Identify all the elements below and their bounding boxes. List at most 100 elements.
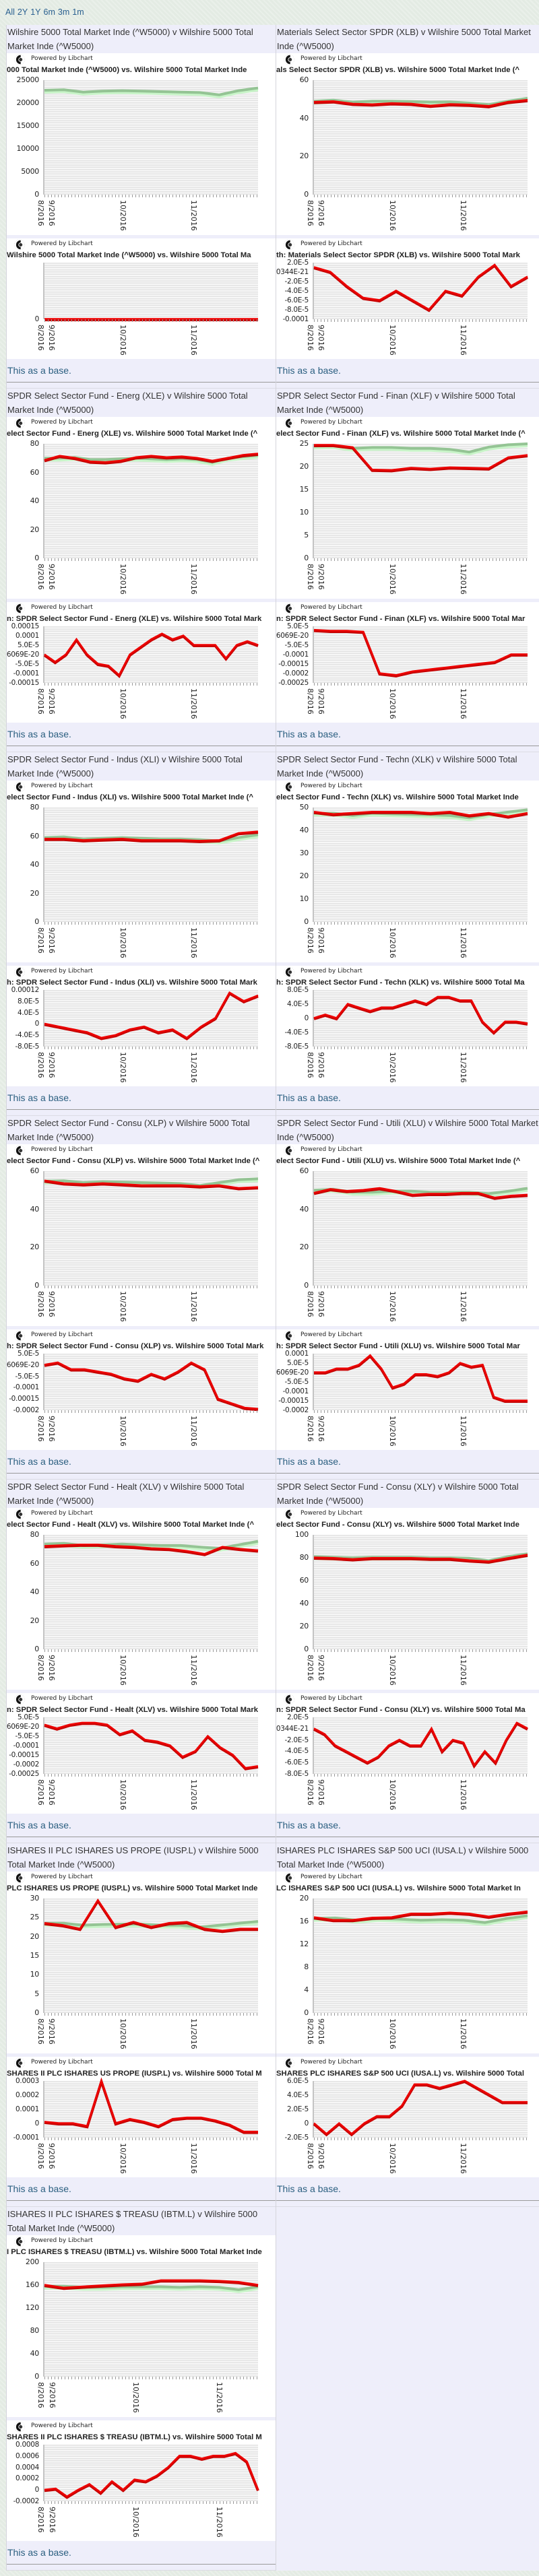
x-tick-label: 8/2016 <box>306 1655 315 1681</box>
series-layer <box>313 2080 528 2137</box>
x-tick-label: 11/2016 <box>189 325 199 356</box>
base-link[interactable]: This as a base. <box>7 2547 71 2558</box>
x-tick-label: 8/2016 <box>306 1779 315 1806</box>
range-link-2y[interactable]: 2Y <box>17 7 28 17</box>
libchart-text: Libchart <box>338 240 362 247</box>
base-link[interactable]: This as a base. <box>277 1820 341 1830</box>
series-layer <box>44 991 259 1041</box>
base-link[interactable]: This as a base. <box>277 729 341 739</box>
y-tick-label: -0.00015 <box>9 679 39 687</box>
x-tick-label: 9/2016 <box>317 927 326 954</box>
plot-area: 6.0E-5 4.0E-5 2.0E-5 0 -2.0E-5 8/2016 9/2016 10… <box>285 2077 528 2174</box>
y-tick-label: 2.0E-5 <box>286 2105 309 2113</box>
powered-by-text: Powered by <box>31 240 67 247</box>
y-tick-label: -0.00015 <box>9 1751 39 1759</box>
price-chart: Powered by Libchart elect Sector Fund - U… <box>276 1144 539 1326</box>
chart-title: I PLC ISHARES $ TREASU (IBTM.L) vs. Wils… <box>7 2248 262 2256</box>
base-link[interactable]: This as a base. <box>7 1820 71 1830</box>
libchart-logo-icon <box>13 966 26 978</box>
comparison-header: Materials Select Sector SPDR (XLB) v Wil… <box>277 27 531 51</box>
range-link-3m[interactable]: 3m <box>57 7 70 17</box>
y-tick-label: -4.0E-5 <box>284 287 309 295</box>
x-tick-label: 8/2016 <box>36 2507 45 2533</box>
series-layer <box>313 442 528 473</box>
base-link[interactable]: This as a base. <box>7 365 71 376</box>
y-tick-label: 30 <box>299 849 309 857</box>
range-link-1y[interactable]: 1Y <box>30 7 41 17</box>
powered-by-text: Powered by <box>31 1146 67 1153</box>
comparison-cell: SPDR Select Sector Fund - Healt (XLV) v … <box>6 1480 276 1843</box>
x-tick-label: 9/2016 <box>317 2018 326 2045</box>
powered-by-label: Powered by Libchart <box>31 1146 95 1154</box>
libchart-text: Libchart <box>68 2422 93 2429</box>
divider <box>7 1115 276 1116</box>
base-link[interactable]: This as a base. <box>7 1456 71 1467</box>
y-tick-label: -0.0001 <box>282 315 309 323</box>
base-link[interactable]: This as a base. <box>277 1092 341 1103</box>
y-tick-label: 0 <box>304 2119 309 2127</box>
chart-title: elect Sector Fund - Consu (XLP) vs. Wils… <box>7 1157 260 1165</box>
base-link[interactable]: This as a base. <box>277 365 341 376</box>
y-tick-label: 60 <box>30 467 40 477</box>
base-link[interactable]: This as a base. <box>7 729 71 739</box>
y-tick-label: -8.0E-5 <box>284 1770 309 1778</box>
y-tick-label: 20 <box>30 888 40 898</box>
y-tick-label: 8.0E-5 <box>286 986 309 994</box>
y-tick-label: 6069E-20 <box>276 1368 309 1377</box>
series-layer <box>313 808 528 822</box>
plot-area: 80 60 40 20 0 8/2016 9/2016 10/2016 11/2016 <box>30 440 259 595</box>
y-tick-label: 40 <box>299 1599 309 1608</box>
range-link-6m[interactable]: 6m <box>43 7 55 17</box>
libchart-logo-icon <box>13 2421 26 2433</box>
y-tick-label: 60 <box>30 831 40 840</box>
x-axis <box>314 1649 528 1652</box>
plot-area: 2.0E-5 0344E-21 -2.0E-5 -4.0E-5 -6.0E-5 -8.0E… <box>276 1713 528 1810</box>
base-link[interactable]: This as a base. <box>277 2183 341 2194</box>
index-series-shadow <box>313 444 528 456</box>
y-tick-label: 8 <box>304 1962 309 1971</box>
powered-by-text: Powered by <box>31 1874 67 1880</box>
y-tick-label: -0.0001 <box>13 1383 40 1392</box>
base-link[interactable]: This as a base. <box>7 1092 71 1103</box>
x-tick-label: 11/2016 <box>459 2143 468 2174</box>
fund-series-shadow <box>313 996 528 1035</box>
x-tick-label: 9/2016 <box>47 2507 57 2533</box>
y-tick-label: 0 <box>304 190 309 199</box>
plot-area: 200 160 120 80 40 0 8/2016 9/2016 10/2016 11/2016 <box>26 2258 259 2413</box>
powered-by-text: Powered by <box>300 1146 336 1153</box>
y-tick-label: 40 <box>30 1587 40 1596</box>
diff-chart: Powered by Libchart n: SPDR Select Sector… <box>276 1693 539 1814</box>
y-tick-label: -5.0E-5 <box>15 660 40 668</box>
diff-chart: Powered by Libchart SHARES II PLC ISHARES… <box>7 2057 276 2177</box>
chart-title: elect Sector Fund - Indus (XLI) vs. Wils… <box>7 793 253 801</box>
powered-by-text: Powered by <box>31 604 67 611</box>
x-axis <box>314 1047 528 1049</box>
libchart-text: Libchart <box>68 968 93 975</box>
x-tick-label: 8/2016 <box>36 1052 45 1078</box>
base-link[interactable]: This as a base. <box>277 1456 341 1467</box>
y-tick-label: 0.0001 <box>15 2105 39 2113</box>
x-axis <box>44 1286 258 1288</box>
powered-by-label: Powered by Libchart <box>31 1695 95 1703</box>
plot-area: 0 8/2016 9/2016 10/2016 11/2016 <box>35 263 258 356</box>
x-tick-label: 11/2016 <box>459 688 468 719</box>
plot-area: 0.0001 5.0E-5 6069E-20 -5.0E-5 -0.0001 -0.000… <box>276 1350 528 1447</box>
y-tick-label: 0344E-21 <box>276 1724 309 1733</box>
y-tick-label: 5.0E-5 <box>286 1359 309 1367</box>
libchart-logo-icon <box>13 418 26 429</box>
x-tick-label: 8/2016 <box>306 688 315 715</box>
fund-series-line <box>44 1721 259 1769</box>
range-link-all[interactable]: All <box>5 7 15 17</box>
plot-area: 5.0E-5 6069E-20 -5.0E-5 -0.0001 -0.00015 -0.0… <box>7 1713 259 1810</box>
fund-series-line <box>314 444 528 471</box>
range-link-1m[interactable]: 1m <box>72 7 84 17</box>
plot-area: 60 40 20 0 8/2016 9/2016 10/2016 11/2016 <box>300 1167 528 1322</box>
powered-by-label: Powered by Libchart <box>31 240 95 248</box>
base-link[interactable]: This as a base. <box>7 2183 71 2194</box>
x-tick-label: 11/2016 <box>189 927 199 958</box>
y-tick-label: -5.0E-5 <box>284 641 309 649</box>
x-tick-label: 9/2016 <box>47 325 57 351</box>
series-layer <box>44 1361 259 1412</box>
libchart-text: Libchart <box>68 604 93 611</box>
series-layer <box>44 830 259 845</box>
